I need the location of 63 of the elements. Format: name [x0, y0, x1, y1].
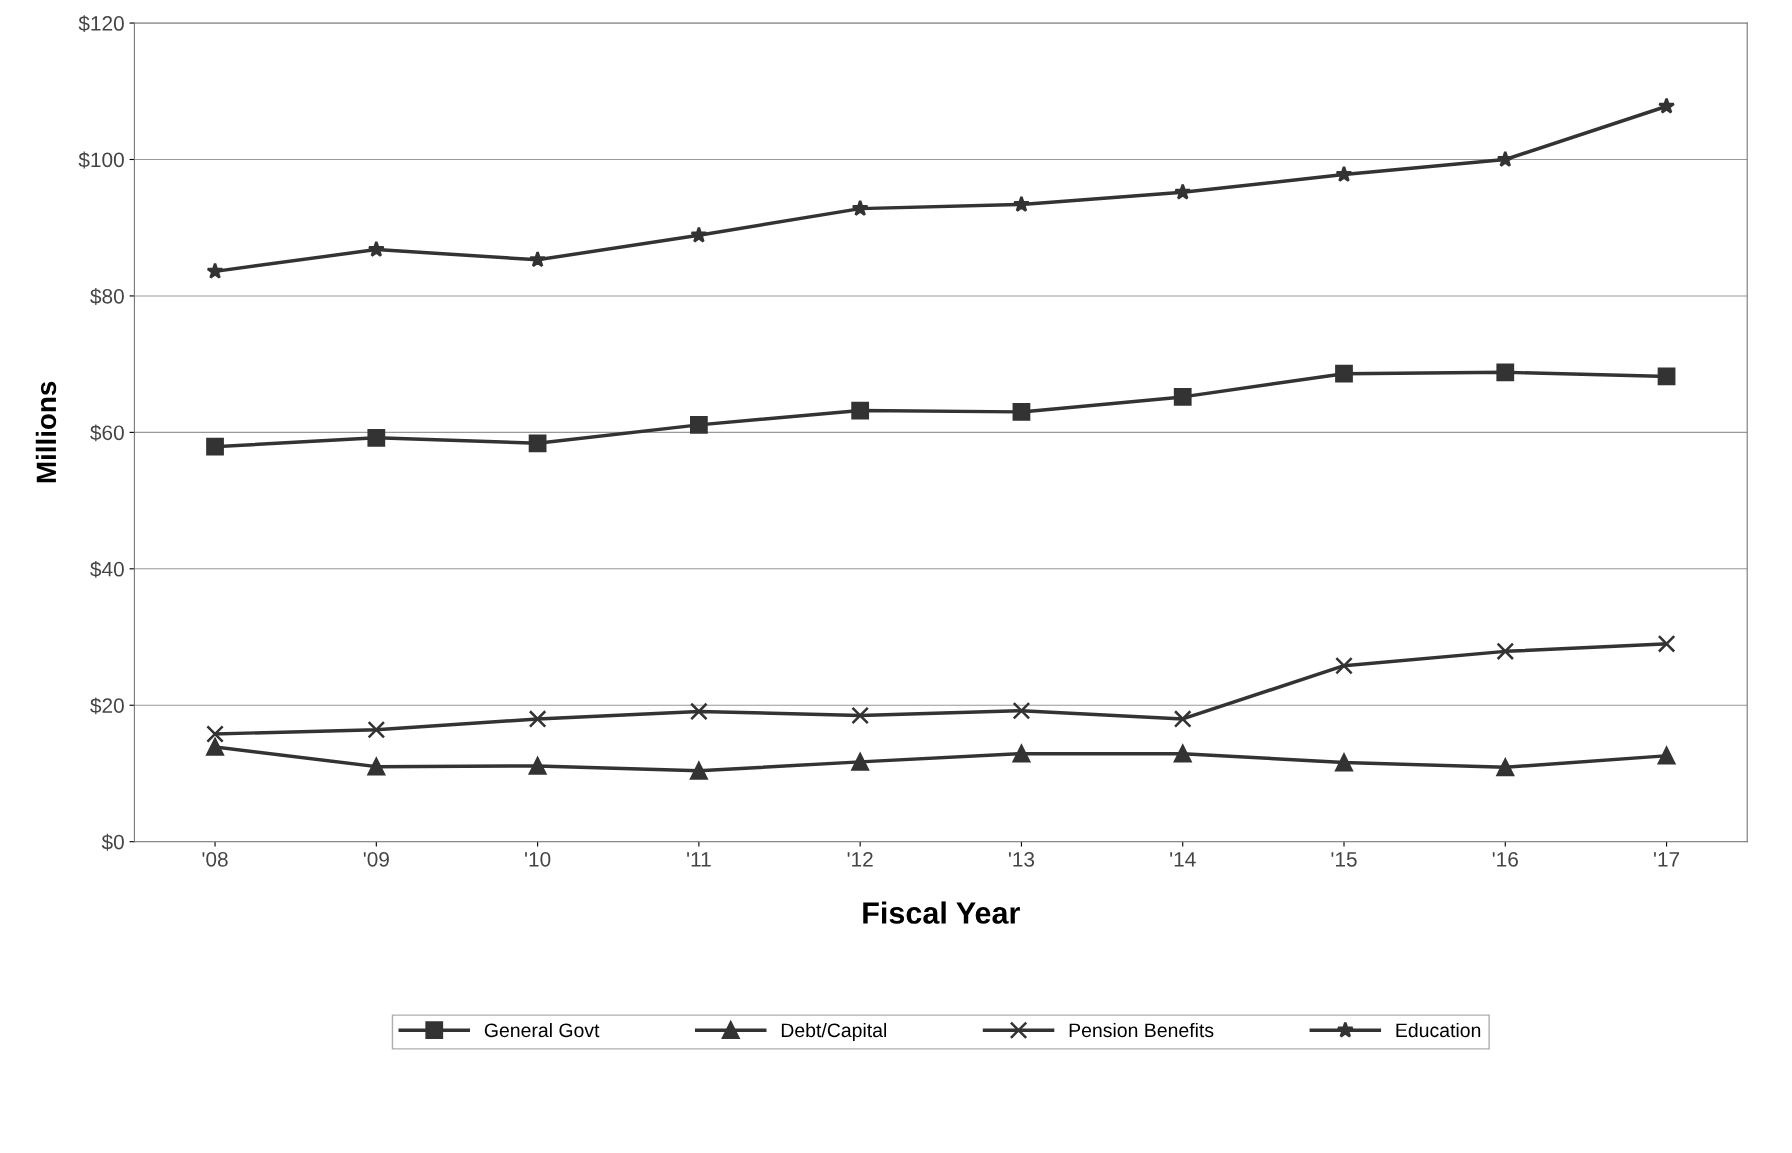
- point: [689, 761, 708, 780]
- point: [1335, 656, 1353, 675]
- point: [1335, 364, 1353, 383]
- point: [1657, 746, 1676, 765]
- point: [529, 250, 547, 268]
- point: [367, 757, 386, 776]
- point: [851, 706, 870, 725]
- x-tick-label: '14: [1170, 852, 1196, 867]
- x-tick-label: '17: [1654, 852, 1680, 867]
- x-tick-label: '16: [1492, 851, 1518, 867]
- x-tick-label: '12: [847, 851, 873, 867]
- y-tick-label: $60: [90, 424, 124, 442]
- legend-label: General Govt: [484, 1022, 600, 1038]
- point: [528, 434, 547, 453]
- x-tick-label: '13: [1008, 851, 1035, 867]
- point: [1173, 388, 1192, 406]
- y-tick-label: $40: [90, 560, 124, 578]
- point: [1012, 195, 1030, 212]
- y-tick-label: $120: [78, 15, 124, 33]
- point: [367, 240, 385, 257]
- legend-label: Debt/Capital: [781, 1022, 887, 1042]
- point: [1496, 363, 1515, 382]
- point: [206, 725, 224, 743]
- y-tick-label: $20: [90, 697, 124, 715]
- point: [1496, 758, 1515, 777]
- point: [1174, 183, 1192, 200]
- point: [851, 401, 870, 420]
- point: [689, 702, 708, 721]
- legend-label: Education: [1396, 1022, 1481, 1038]
- y-tick-label: $0: [101, 833, 124, 851]
- point: [1012, 744, 1031, 763]
- x-tick-label: '10: [525, 851, 551, 867]
- point: [1657, 634, 1676, 653]
- point: [1173, 744, 1192, 763]
- point: [528, 757, 547, 775]
- legend-label: Pension Benefits: [1069, 1022, 1214, 1038]
- point: [851, 752, 870, 771]
- point: [367, 720, 386, 739]
- point: [1012, 701, 1031, 720]
- point: [528, 710, 547, 728]
- point: [1657, 367, 1676, 386]
- point: [1496, 642, 1515, 661]
- x-axis-title: Fiscal Year: [863, 901, 1020, 924]
- x-tick-label: '09: [363, 851, 389, 867]
- point: [1173, 710, 1192, 728]
- point: [851, 199, 869, 217]
- y-tick-label: $100: [78, 151, 124, 169]
- point: [690, 226, 708, 243]
- point: [1335, 753, 1353, 772]
- point: [206, 737, 224, 756]
- x-tick-label: '11: [687, 852, 711, 867]
- x-tick-label: '15: [1331, 852, 1357, 867]
- y-axis-title: Millions: [35, 381, 57, 483]
- point: [206, 437, 224, 456]
- x-tick-label: '08: [202, 851, 228, 867]
- y-tick-label: $80: [90, 288, 124, 305]
- point: [1012, 403, 1031, 421]
- point: [1658, 97, 1676, 114]
- point: [206, 262, 224, 279]
- point: [367, 428, 386, 447]
- point: [689, 415, 708, 434]
- point: [1335, 165, 1353, 182]
- point: [1496, 150, 1514, 167]
